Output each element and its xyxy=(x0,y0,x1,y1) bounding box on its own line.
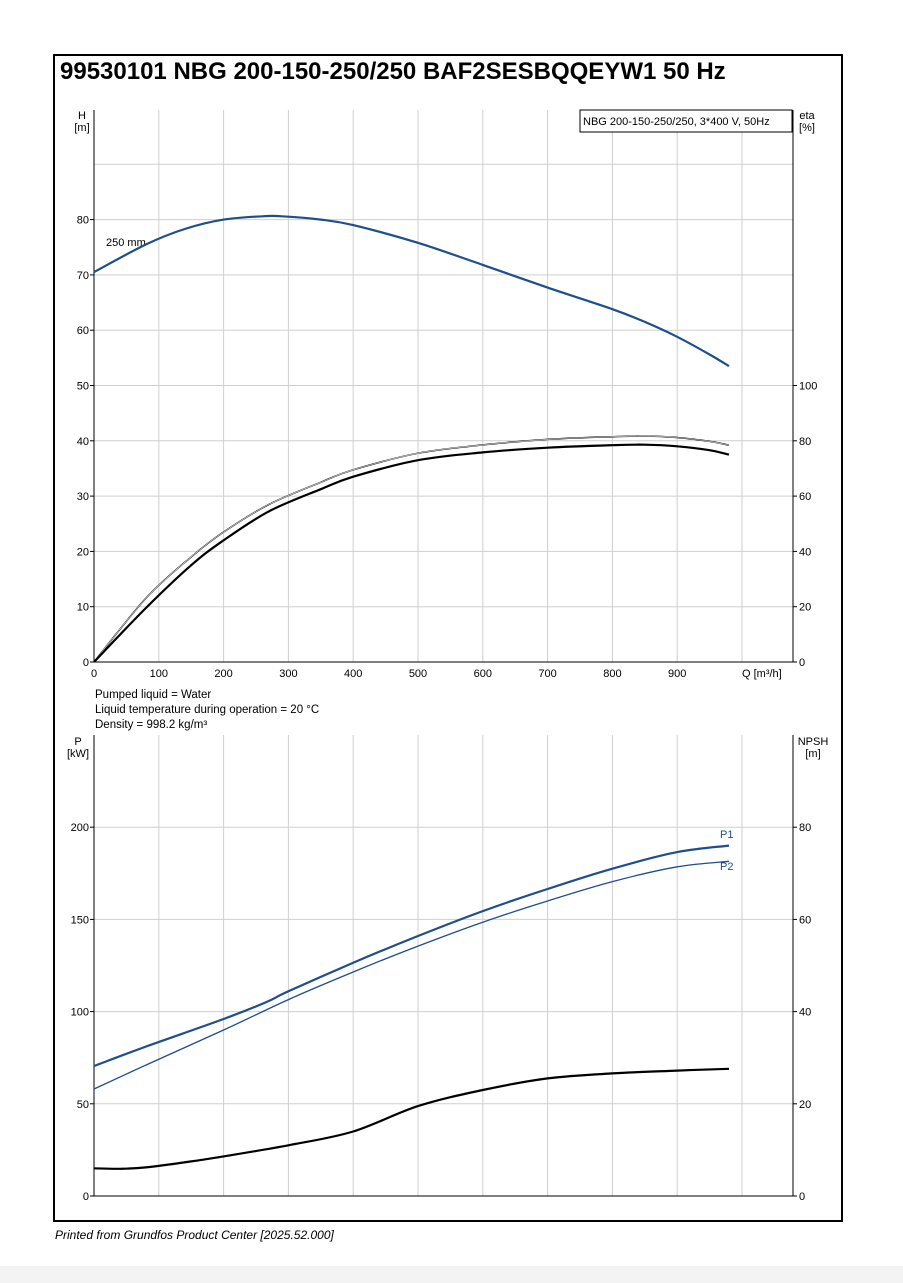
top-left-tick-label: 80 xyxy=(77,215,89,227)
legend-box-text: NBG 200-150-250/250, 3*400 V, 50Hz xyxy=(583,116,770,128)
top-left-tick-label: 70 xyxy=(77,270,89,282)
bottom-series-line-2 xyxy=(93,1067,730,1170)
top-x-tick-label: 900 xyxy=(668,668,686,680)
top-x-tick-label: 500 xyxy=(409,668,427,680)
eta-axis-title: eta xyxy=(799,110,815,122)
top-x-tick-label: 100 xyxy=(150,668,168,680)
top-x-tick-label: 700 xyxy=(538,668,556,680)
report-frame xyxy=(53,54,843,1222)
bottom-series-line-0 xyxy=(93,844,730,1068)
top-x-tick-label: 200 xyxy=(214,668,232,680)
liquid-info-line: Density = 998.2 kg/m³ xyxy=(95,719,208,731)
bottom-series-line-1 xyxy=(93,860,730,1090)
top-x-tick-label: 400 xyxy=(344,668,362,680)
bottom-left-tick-label: 100 xyxy=(71,1007,89,1019)
impeller-diameter-label: 250 mm xyxy=(106,237,146,249)
p2-series-label: P2 xyxy=(720,861,733,873)
bottom-chart-grid xyxy=(93,735,794,1197)
bottom-chart-tick-labels: 0 50 100 150 200 0 20 40 60 80 xyxy=(71,822,812,1203)
top-series-core-1 xyxy=(93,435,730,663)
top-left-tick-label: 10 xyxy=(77,602,89,614)
top-series-line-2 xyxy=(93,443,730,663)
top-right-tick-label: 60 xyxy=(799,491,811,503)
page-title: 99530101 NBG 200-150-250/250 BAF2SESBQQE… xyxy=(60,58,726,85)
top-x-tick-label: 0 xyxy=(91,668,97,680)
legend-box xyxy=(579,109,793,133)
top-series-line-1 xyxy=(93,435,730,663)
bottom-right-tick-label: 0 xyxy=(799,1191,805,1203)
top-right-tick-label: 20 xyxy=(799,602,811,614)
power-axis-title: P xyxy=(74,736,81,748)
liquid-info-line: Pumped liquid = Water xyxy=(95,689,212,701)
bottom-right-tick-label: 20 xyxy=(799,1099,811,1111)
printed-footnote: Printed from Grundfos Product Center [20… xyxy=(55,1228,334,1242)
top-left-tick-label: 20 xyxy=(77,546,89,558)
npsh-axis-title: NPSH xyxy=(798,736,829,748)
top-right-tick-label: 80 xyxy=(799,436,811,448)
npsh-axis-unit: [m] xyxy=(805,748,820,760)
bottom-right-tick-label: 40 xyxy=(799,1007,811,1019)
eta-axis-unit: [%] xyxy=(799,122,815,134)
top-left-tick-label: 30 xyxy=(77,491,89,503)
top-left-tick-label: 0 xyxy=(83,657,89,669)
series-layer xyxy=(93,214,730,1170)
bottom-left-tick-label: 150 xyxy=(71,914,89,926)
top-right-tick-label: 0 xyxy=(799,657,805,669)
bottom-left-tick-label: 200 xyxy=(71,822,89,834)
liquid-info: Pumped liquid = Water Liquid temperature… xyxy=(95,688,319,733)
top-left-tick-label: 40 xyxy=(77,436,89,448)
top-chart-grid xyxy=(93,110,794,663)
top-x-tick-label: 300 xyxy=(279,668,297,680)
top-right-tick-label: 100 xyxy=(799,381,817,393)
bottom-left-tick-label: 0 xyxy=(83,1191,89,1203)
bottom-left-tick-label: 50 xyxy=(77,1099,89,1111)
top-left-tick-label: 60 xyxy=(77,325,89,337)
bottom-right-tick-label: 60 xyxy=(799,914,811,926)
head-axis-unit: [m] xyxy=(74,122,89,134)
top-x-tick-label: 600 xyxy=(474,668,492,680)
top-left-tick-label: 50 xyxy=(77,381,89,393)
top-right-tick-label: 40 xyxy=(799,546,811,558)
head-axis-title: H xyxy=(78,110,86,122)
bottom-right-tick-label: 80 xyxy=(799,822,811,834)
top-series-line-0 xyxy=(93,214,730,368)
flow-axis-title: Q [m³/h] xyxy=(742,668,782,680)
liquid-info-line: Liquid temperature during operation = 20… xyxy=(95,704,320,716)
power-axis-unit: [kW] xyxy=(67,748,89,760)
top-x-tick-label: 800 xyxy=(603,668,621,680)
p1-series-label: P1 xyxy=(720,829,733,841)
